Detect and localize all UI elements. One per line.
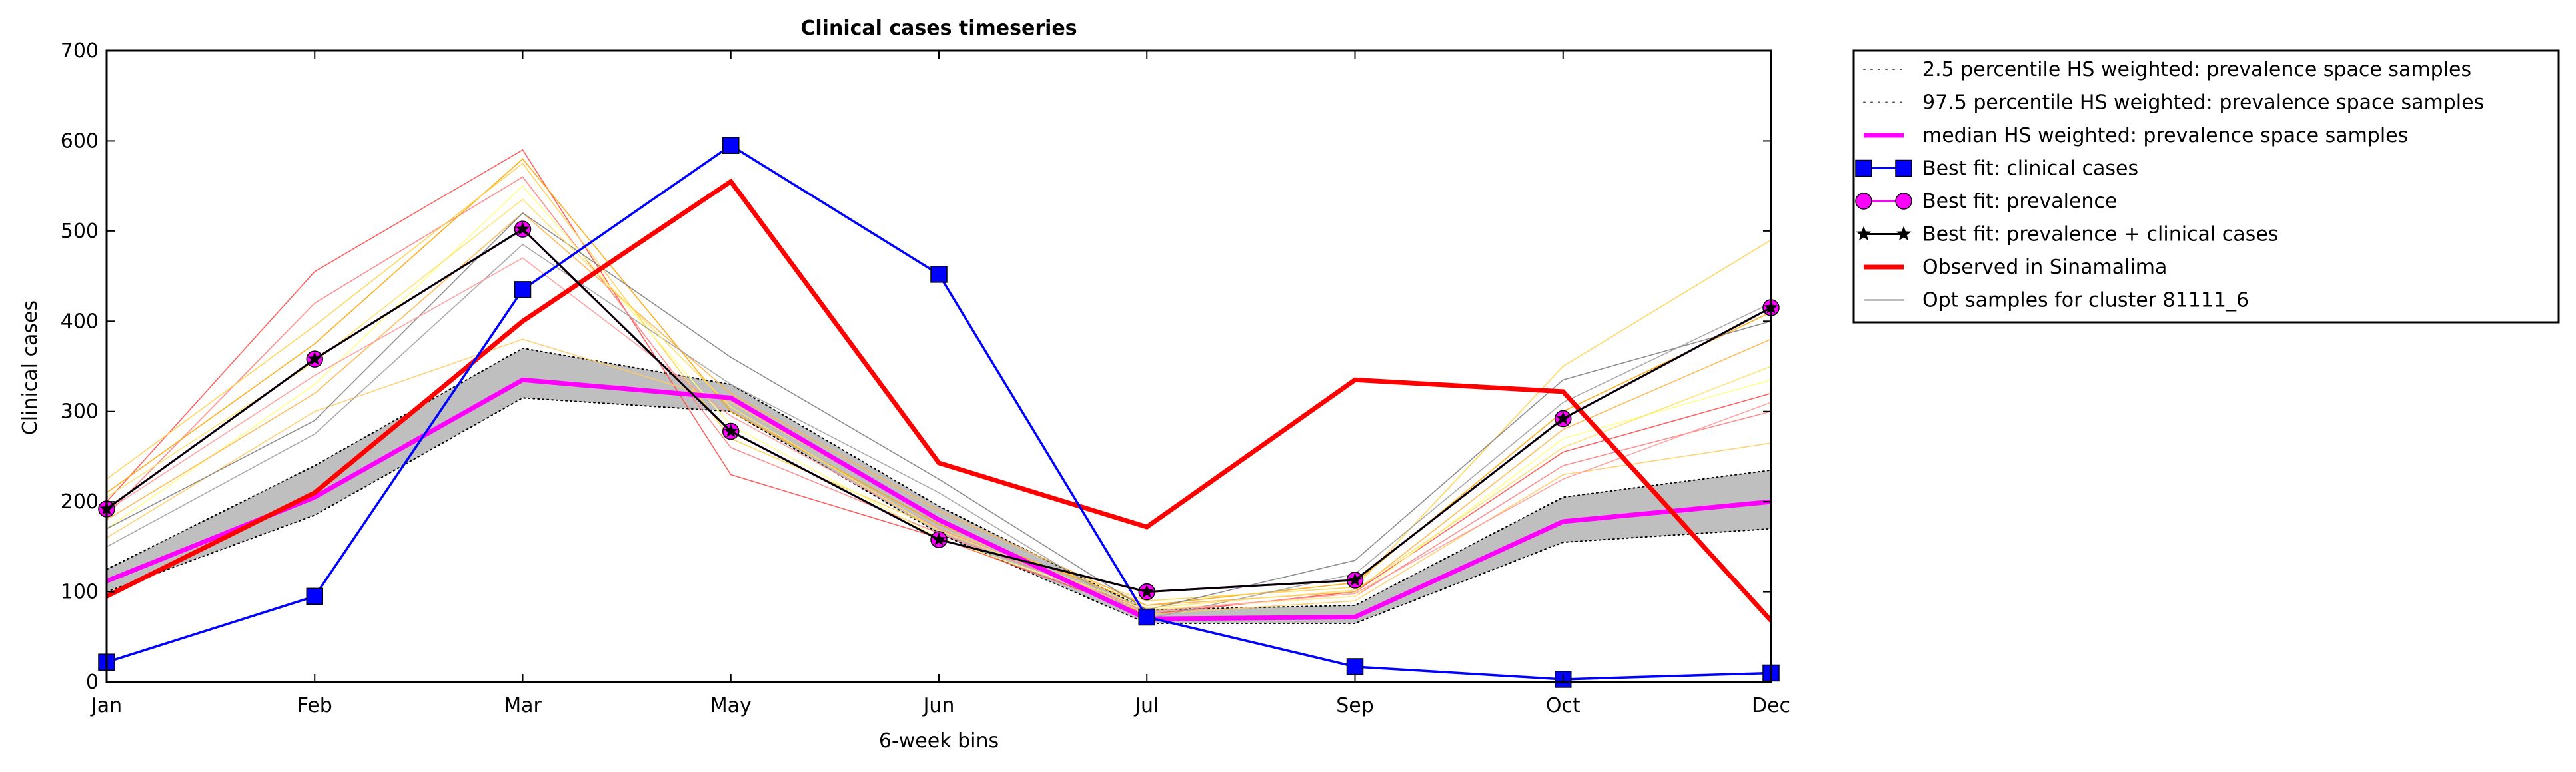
best-fit-clinical-marker bbox=[514, 281, 532, 298]
y-tick-label: 600 bbox=[61, 129, 99, 153]
legend-label: Best fit: prevalence bbox=[1922, 190, 2117, 213]
legend-label: Opt samples for cluster 81111_6 bbox=[1922, 289, 2249, 312]
legend-marker-square bbox=[1895, 159, 1912, 177]
legend: 2.5 percentile HS weighted: prevalence s… bbox=[1852, 49, 2560, 324]
legend-label: Best fit: prevalence + clinical cases bbox=[1922, 223, 2278, 246]
best-fit-clinical-marker bbox=[306, 587, 323, 605]
best-fit-clinical-marker bbox=[1346, 658, 1364, 675]
x-tick-label: Feb bbox=[297, 694, 332, 717]
y-tick-label: 0 bbox=[86, 671, 99, 694]
legend-label: Best fit: clinical cases bbox=[1922, 157, 2138, 181]
opt-sample-line-7 bbox=[106, 212, 1772, 611]
plot-frame bbox=[105, 49, 1772, 683]
legend-box bbox=[1852, 49, 2560, 324]
y-tick-label: 200 bbox=[61, 490, 99, 514]
legend-label: median HS weighted: prevalence space sam… bbox=[1922, 124, 2408, 147]
legend-label: 2.5 percentile HS weighted: prevalence s… bbox=[1922, 58, 2471, 81]
x-tick-label: Dec bbox=[1752, 694, 1790, 717]
band-upper-line bbox=[106, 347, 1772, 611]
best-fit-clinical-marker bbox=[1138, 608, 1155, 626]
opt-sample-line-2 bbox=[106, 158, 1772, 606]
opt-sample-line-6 bbox=[106, 212, 1772, 606]
best-fit-clinical-marker bbox=[930, 266, 948, 283]
legend-label: Observed in Sinamalima bbox=[1922, 256, 2167, 279]
x-tick-label: Mar bbox=[504, 694, 542, 717]
opt-sample-line-8 bbox=[106, 244, 1772, 620]
legend-label: 97.5 percentile HS weighted: prevalence … bbox=[1922, 91, 2484, 115]
x-tick-label: Sep bbox=[1336, 694, 1374, 717]
legend-marker-star bbox=[1856, 226, 1872, 241]
opt-sample-line-9 bbox=[106, 257, 1772, 613]
x-tick-label: Jul bbox=[1133, 694, 1159, 717]
x-tick-label: May bbox=[710, 694, 752, 717]
y-axis-label: Clinical cases bbox=[19, 300, 42, 435]
x-tick-label: Oct bbox=[1546, 694, 1581, 717]
y-tick-label: 400 bbox=[61, 310, 99, 333]
observed-line bbox=[105, 178, 1773, 623]
best-fit-combined-marker bbox=[516, 222, 530, 235]
best-fit-combined-marker bbox=[1139, 584, 1154, 598]
best-fit-combined-marker bbox=[932, 532, 946, 546]
best-fit-combined-marker bbox=[307, 352, 322, 366]
best-fit-combined-marker bbox=[1348, 573, 1362, 586]
best-fit-combined-marker bbox=[724, 424, 738, 438]
best-fit-combined-marker bbox=[1556, 411, 1571, 425]
y-tick-label: 500 bbox=[61, 220, 99, 243]
y-tick-label: 700 bbox=[61, 39, 99, 63]
series-lines bbox=[98, 137, 1780, 688]
x-axis-label: 6-week bins bbox=[879, 729, 999, 753]
y-tick-label: 300 bbox=[61, 400, 99, 424]
x-tick-label: Jan bbox=[90, 694, 122, 717]
x-tick-label: Jun bbox=[922, 694, 955, 717]
median-line bbox=[105, 377, 1772, 621]
legend-marker-square bbox=[1855, 159, 1872, 177]
y-tick-label: 100 bbox=[61, 581, 99, 604]
opt-sample-line-10 bbox=[106, 198, 1772, 609]
legend-marker-circle bbox=[1855, 193, 1872, 210]
axis-ticks: 0 100 200 300 400 500 600 700 Jan Feb Mar May Jun Jul… bbox=[61, 39, 1790, 717]
legend-marker-circle bbox=[1895, 193, 1912, 210]
best-fit-clinical-line bbox=[106, 144, 1772, 681]
legend-marker-star bbox=[1896, 226, 1912, 241]
chart-title: Clinical cases timeseries bbox=[800, 17, 1077, 40]
best-fit-clinical-marker bbox=[722, 137, 740, 154]
